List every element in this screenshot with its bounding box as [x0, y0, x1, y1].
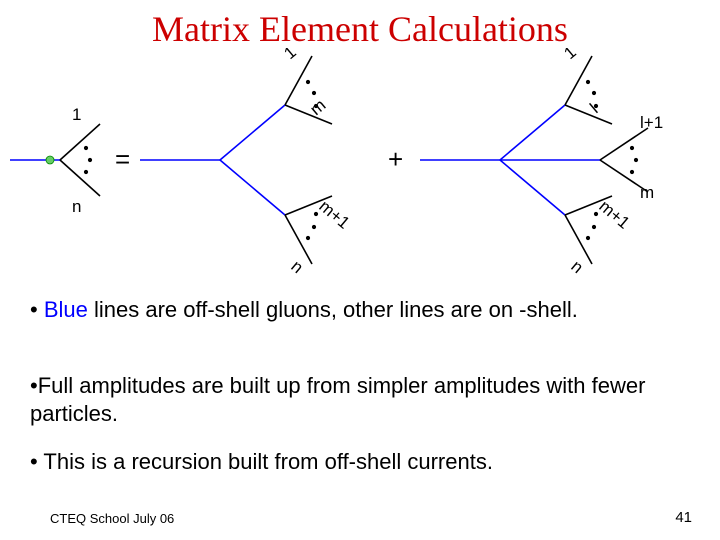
label-lhs-n: n [72, 197, 81, 216]
bullet-1: • Blue lines are off-shell gluons, other… [30, 296, 690, 324]
middle-vertex: 1 m m+1 n [140, 48, 353, 277]
label-r-n: n [567, 257, 586, 278]
footer-left: CTEQ School July 06 [50, 511, 174, 526]
label-mid-1: 1 [280, 48, 299, 63]
label-lhs-1: 1 [72, 105, 81, 124]
label-r-mp1: m+1 [595, 197, 633, 233]
bullet-3: • This is a recursion built from off-she… [30, 448, 690, 476]
page-title: Matrix Element Calculations [0, 8, 720, 50]
label-mid-n: n [287, 257, 306, 278]
plus-sign: + [388, 144, 403, 174]
recursion-diagram: 1 n = 1 m m+1 n + [0, 48, 720, 288]
label-r-1: 1 [560, 48, 579, 63]
bullet-2: •Full amplitudes are built up from simpl… [30, 372, 690, 427]
label-mid-mp1: m+1 [315, 197, 353, 233]
footer-right: 41 [675, 509, 692, 526]
right-vertex: 1 l l+1 m m+1 n [420, 48, 663, 277]
label-r-m: m [640, 183, 654, 202]
label-r-lp1: l+1 [640, 113, 663, 132]
lhs-vertex: 1 n [10, 105, 100, 216]
equals-sign: = [115, 144, 130, 174]
